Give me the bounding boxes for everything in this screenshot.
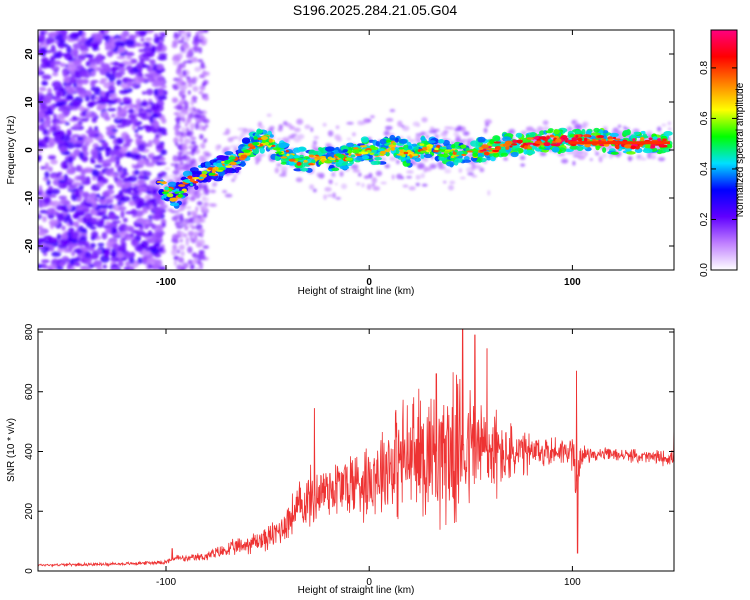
bottom-x-axis: -100 0 100	[156, 329, 581, 588]
bottom-x-tick-label: -100	[156, 577, 176, 588]
spectrogram-noise	[38, 30, 673, 270]
bottom-x-tick-label: 100	[564, 577, 581, 588]
top-y-tick-label: 0	[24, 147, 35, 153]
colorbar-gradient	[711, 30, 737, 270]
bottom-y-axis: 0 200 400 600 800	[24, 323, 674, 574]
snr-background	[38, 329, 674, 571]
top-y-tick-label: 10	[24, 96, 35, 108]
spectrogram-image	[38, 30, 673, 270]
bottom-y-tick-label: 0	[24, 568, 35, 574]
colorbar-frame	[710, 29, 738, 271]
snr-frame	[37, 328, 675, 572]
snr-panel: -100 0 100 0 200 400 600 800 Height of straigh…	[6, 323, 675, 596]
colorbar-label: Normalized spectral amplitude	[735, 82, 746, 217]
colorbar-tick-label: 0.4	[699, 162, 710, 176]
bottom-y-tick-label: 800	[24, 323, 35, 340]
colorbar-tick-label: 0.8	[699, 61, 710, 75]
top-x-axis: -100 0 100	[156, 30, 581, 288]
bottom-x-axis-label: Height of straight line (km)	[298, 585, 415, 596]
colorbar-axis: 0.0 0.2 0.4 0.6 0.8	[699, 61, 737, 277]
colorbar-tick-label: 0.6	[699, 111, 710, 125]
colorbar-tick-label: 0.0	[699, 263, 710, 277]
spectrogram-ridge	[155, 127, 673, 209]
bottom-y-tick-label: 600	[24, 383, 35, 400]
bottom-y-axis-label: SNR (10 * v/v)	[6, 418, 17, 482]
bottom-y-tick-label: 400	[24, 443, 35, 460]
snr-line	[38, 329, 674, 568]
bottom-y-tick-label: 200	[24, 502, 35, 519]
top-y-axis: -20 -10 0 10 20	[24, 48, 674, 253]
chart-title: S196.2025.284.21.05.G04	[293, 2, 457, 18]
colorbar-tick-label: 0.2	[699, 212, 710, 226]
top-y-tick-label: -10	[24, 190, 35, 205]
top-y-axis-label: Frequency (Hz)	[6, 116, 17, 185]
bottom-x-tick-label: 0	[366, 577, 372, 588]
top-x-axis-label: Height of straight line (km)	[298, 286, 415, 297]
snr-series	[38, 329, 674, 568]
top-y-tick-label: 20	[24, 48, 35, 60]
top-x-tick-label: 0	[366, 277, 372, 288]
top-y-tick-label: -20	[24, 238, 35, 253]
colorbar: 0.0 0.2 0.4 0.6 0.8 Normalized spectral ampl…	[699, 29, 746, 277]
top-x-tick-label: 100	[564, 277, 581, 288]
top-x-tick-label: -100	[156, 277, 176, 288]
